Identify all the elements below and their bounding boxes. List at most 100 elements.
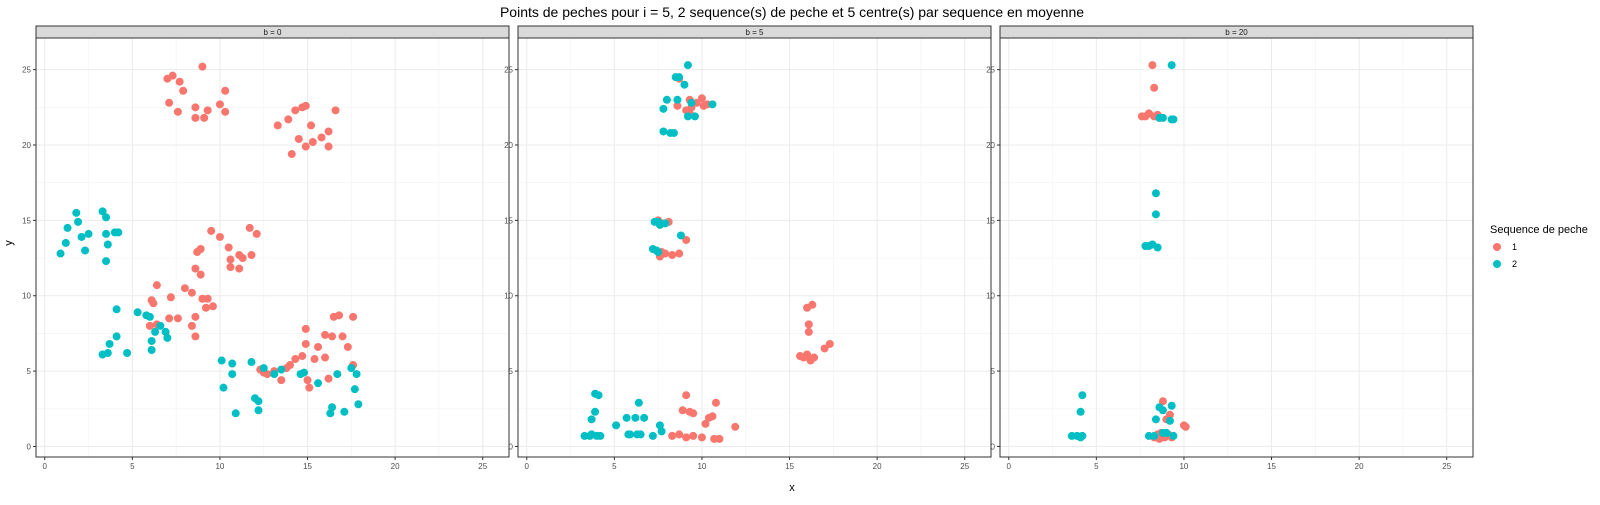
x-tick-label: 25 bbox=[478, 462, 487, 471]
data-point-series-2 bbox=[56, 249, 65, 258]
data-point-series-1 bbox=[1181, 422, 1190, 431]
data-point-series-1 bbox=[168, 71, 177, 80]
legend-key-1 bbox=[1493, 243, 1501, 251]
data-point-series-2 bbox=[1151, 415, 1160, 424]
data-point-series-2 bbox=[631, 413, 640, 422]
panel-border bbox=[999, 37, 1474, 458]
data-point-series-1 bbox=[221, 86, 230, 95]
data-point-series-2 bbox=[217, 356, 226, 365]
data-point-series-1 bbox=[284, 115, 293, 124]
data-point-series-1 bbox=[235, 264, 244, 273]
y-tick-label: 5 bbox=[991, 367, 996, 376]
legend-entries: 12 bbox=[1493, 242, 1517, 269]
data-point-series-2 bbox=[655, 421, 664, 430]
data-point-series-1 bbox=[305, 383, 314, 392]
data-point-series-1 bbox=[226, 255, 235, 264]
data-point-series-2 bbox=[333, 370, 342, 379]
y-tick-label: 10 bbox=[504, 292, 513, 301]
data-point-series-2 bbox=[596, 431, 605, 440]
y-tick-label: 0 bbox=[27, 442, 32, 451]
data-point-series-1 bbox=[145, 321, 154, 330]
data-point-series-2 bbox=[1162, 428, 1171, 437]
panel-0: b = 0 0 5 10 15 20 25 0 5 10 15 20 25 bbox=[22, 25, 510, 471]
data-point-series-1 bbox=[335, 311, 344, 320]
data-point-series-2 bbox=[1078, 431, 1087, 440]
y-tick-label: 15 bbox=[986, 216, 995, 225]
data-point-series-2 bbox=[708, 100, 717, 109]
x-tick-label: 15 bbox=[1267, 462, 1276, 471]
data-point-series-2 bbox=[277, 365, 286, 374]
data-point-series-2 bbox=[145, 312, 154, 321]
data-point-series-1 bbox=[820, 344, 829, 353]
legend-label-1: 1 bbox=[1512, 242, 1517, 252]
data-point-series-1 bbox=[180, 284, 189, 293]
data-point-series-2 bbox=[352, 370, 361, 379]
y-tick-label: 10 bbox=[986, 292, 995, 301]
data-point-series-1 bbox=[321, 330, 330, 339]
data-point-series-2 bbox=[1167, 61, 1176, 70]
data-point-series-2 bbox=[219, 383, 228, 392]
panel-2: b = 20 0 5 10 15 20 25 0 5 10 15 20 25 bbox=[986, 25, 1474, 471]
data-point-series-1 bbox=[152, 281, 161, 290]
data-point-series-2 bbox=[328, 403, 337, 412]
data-point-series-1 bbox=[196, 245, 205, 254]
x-tick-label: 0 bbox=[525, 462, 530, 471]
data-point-series-1 bbox=[673, 101, 682, 110]
data-point-series-1 bbox=[731, 422, 740, 431]
data-point-series-2 bbox=[161, 327, 170, 336]
data-point-series-2 bbox=[254, 397, 263, 406]
data-point-series-2 bbox=[676, 231, 685, 240]
panel-1: b = 5 0 5 10 15 20 25 0 5 10 15 20 25 bbox=[504, 25, 992, 471]
data-point-series-1 bbox=[187, 321, 196, 330]
data-point-series-2 bbox=[354, 400, 363, 409]
data-point-series-2 bbox=[112, 305, 121, 314]
data-point-series-1 bbox=[338, 332, 347, 341]
data-point-series-1 bbox=[238, 254, 247, 263]
x-tick-label: 20 bbox=[873, 462, 882, 471]
y-tick-label: 20 bbox=[504, 141, 513, 150]
y-tick-label: 5 bbox=[27, 367, 32, 376]
data-point-series-1 bbox=[715, 434, 724, 443]
x-tick-label: 20 bbox=[391, 462, 400, 471]
data-point-series-2 bbox=[259, 364, 268, 373]
data-point-series-2 bbox=[270, 370, 279, 379]
data-point-series-2 bbox=[636, 430, 645, 439]
panels: b = 0 0 5 10 15 20 25 0 5 10 15 20 25 b = 5 0 5 10 15 20 25… bbox=[22, 25, 1474, 471]
y-tick-label: 15 bbox=[504, 216, 513, 225]
data-point-series-1 bbox=[803, 350, 812, 359]
data-point-series-1 bbox=[314, 342, 323, 351]
data-point-series-1 bbox=[308, 137, 317, 146]
data-point-series-2 bbox=[347, 364, 356, 373]
data-point-series-1 bbox=[668, 431, 677, 440]
data-point-series-2 bbox=[103, 349, 112, 358]
data-point-series-1 bbox=[317, 133, 326, 142]
data-point-series-1 bbox=[201, 303, 210, 312]
data-point-series-2 bbox=[1076, 407, 1085, 416]
data-point-series-1 bbox=[286, 361, 295, 370]
data-point-series-1 bbox=[711, 398, 720, 407]
data-point-series-2 bbox=[147, 345, 156, 354]
x-tick-label: 15 bbox=[785, 462, 794, 471]
data-point-series-1 bbox=[215, 100, 224, 109]
x-tick-label: 5 bbox=[612, 462, 617, 471]
y-tick-label: 25 bbox=[22, 66, 31, 75]
data-point-series-2 bbox=[669, 128, 678, 137]
y-axis-label: y bbox=[3, 240, 15, 246]
data-point-series-2 bbox=[147, 336, 156, 345]
data-point-series-2 bbox=[84, 229, 93, 238]
data-point-series-1 bbox=[675, 430, 684, 439]
x-tick-label: 5 bbox=[130, 462, 135, 471]
data-point-series-2 bbox=[659, 127, 668, 136]
data-point-series-1 bbox=[203, 294, 212, 303]
data-point-series-1 bbox=[165, 98, 174, 107]
data-point-series-2 bbox=[675, 73, 684, 82]
legend-key-2 bbox=[1493, 260, 1501, 268]
data-point-series-1 bbox=[291, 355, 300, 364]
data-point-series-1 bbox=[825, 339, 834, 348]
data-point-series-1 bbox=[208, 302, 217, 311]
data-point-series-1 bbox=[221, 107, 230, 116]
data-point-series-2 bbox=[622, 413, 631, 422]
x-tick-label: 10 bbox=[215, 462, 224, 471]
data-point-series-1 bbox=[1165, 410, 1174, 419]
